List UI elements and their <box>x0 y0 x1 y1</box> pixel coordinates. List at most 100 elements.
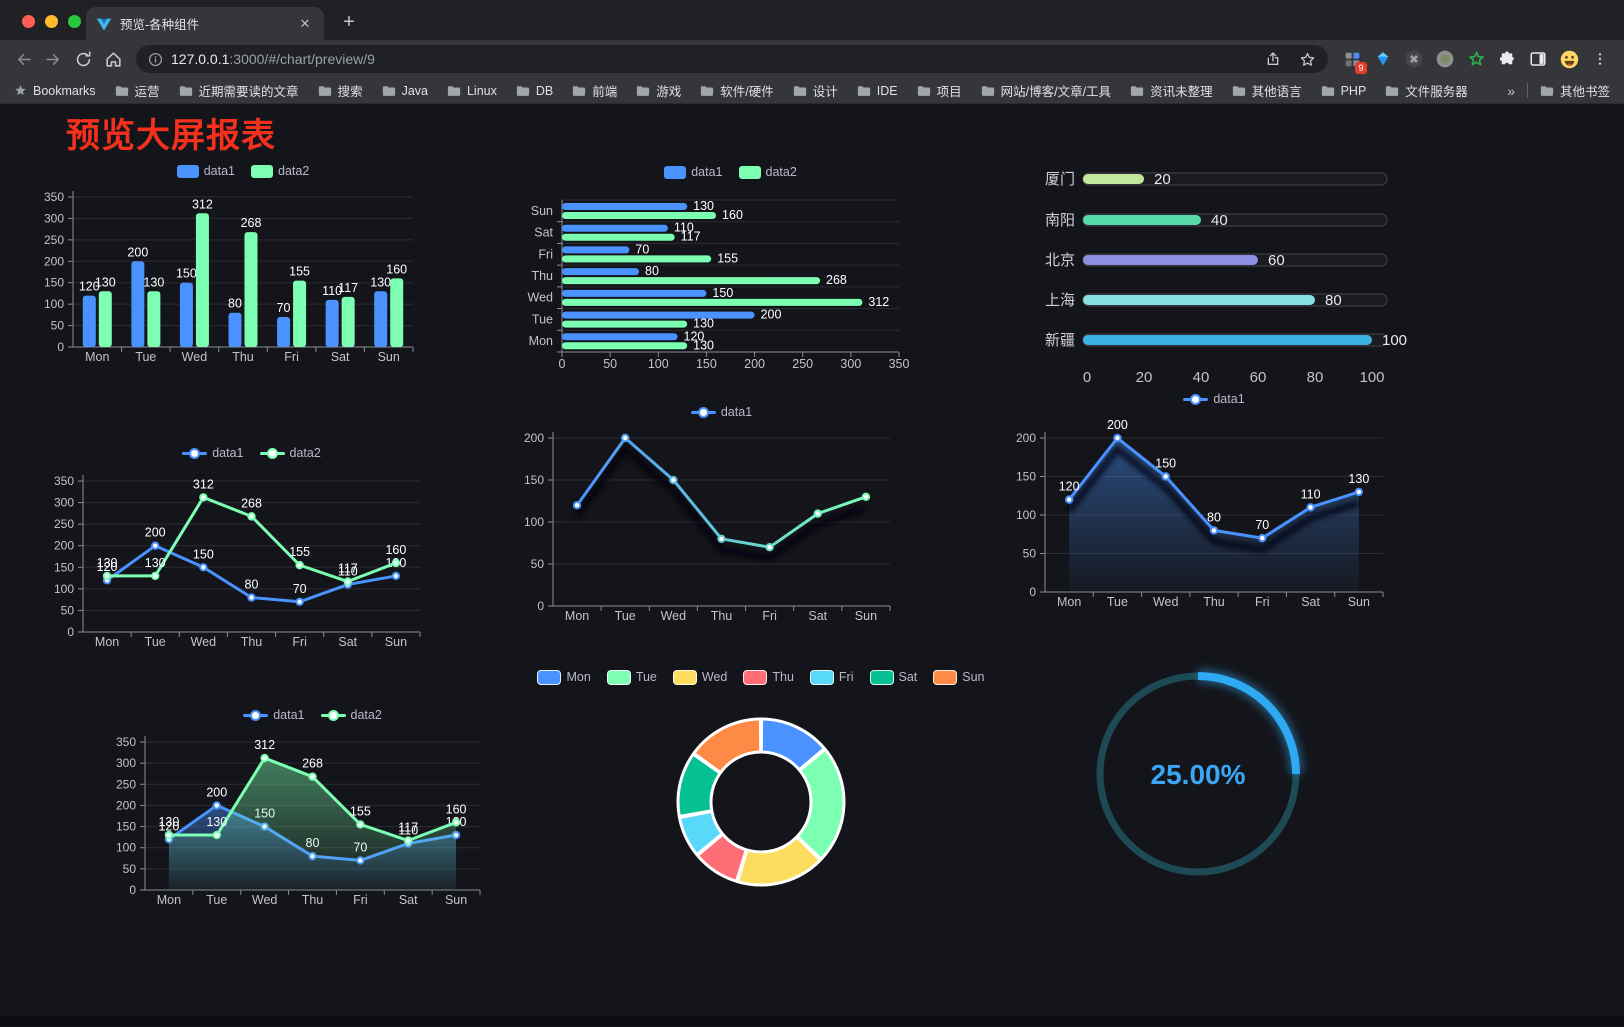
back-button[interactable] <box>8 44 38 74</box>
hbar-data1-Sun[interactable] <box>562 203 688 210</box>
bookmark-star-icon[interactable] <box>1299 51 1316 68</box>
bar-data1-Thu[interactable] <box>228 312 242 347</box>
legend-item-Tue[interactable]: Tue <box>606 669 657 685</box>
bookmark-folder-item[interactable]: PHP <box>1321 84 1366 98</box>
legend-item-data2[interactable]: data2 <box>320 708 382 722</box>
progress-bar-南阳[interactable] <box>1083 215 1201 225</box>
recorder-extension-icon[interactable] <box>1433 47 1457 71</box>
emoji-profile-avatar[interactable] <box>1557 47 1581 71</box>
pie-slice-Sun[interactable] <box>692 717 763 775</box>
bookmark-folder-item[interactable]: Linux <box>447 84 497 98</box>
data-point[interactable] <box>1161 472 1170 481</box>
data-point[interactable] <box>102 571 112 581</box>
address-bar[interactable]: 127.0.0.1:3000/#/chart/preview/9 <box>136 45 1328 73</box>
data-point[interactable] <box>295 560 304 570</box>
data-point[interactable] <box>621 433 630 443</box>
data-point[interactable] <box>1209 526 1219 535</box>
progress-bar-北京[interactable] <box>1083 255 1258 265</box>
bar-data2-Sat[interactable] <box>341 296 355 347</box>
site-info-icon[interactable] <box>148 52 163 67</box>
bar-data1-Tue[interactable] <box>131 261 145 347</box>
legend-item-data2[interactable]: data2 <box>738 165 797 179</box>
tab-close-icon[interactable]: ✕ <box>299 15 311 31</box>
bar-data1-Sun[interactable] <box>374 291 388 347</box>
bookmark-folder-item[interactable]: 其他语言 <box>1232 81 1302 100</box>
progress-bar-新疆[interactable] <box>1083 335 1372 345</box>
hbar-data1-Thu[interactable] <box>562 268 640 276</box>
bookmark-folder-item[interactable]: 项目 <box>917 81 962 100</box>
bookmark-folder-item[interactable]: 游戏 <box>636 81 681 100</box>
legend-item-data1[interactable]: data1 <box>690 405 752 419</box>
data-point[interactable] <box>572 501 582 510</box>
bookmarks-star-item[interactable]: Bookmarks <box>14 84 96 98</box>
bar-data2-Mon[interactable] <box>98 291 112 347</box>
data-point[interactable] <box>1306 503 1315 512</box>
bar-data2-Wed[interactable] <box>195 213 209 347</box>
bookmark-folder-item[interactable]: 设计 <box>793 81 838 100</box>
hbar-data2-Sun[interactable] <box>562 212 717 219</box>
data-point[interactable] <box>151 541 160 550</box>
data-point[interactable] <box>247 593 256 602</box>
bar-data1-Mon[interactable] <box>82 295 96 347</box>
puzzle-extensions-icon[interactable] <box>1495 47 1519 71</box>
minimize-window-button[interactable] <box>45 15 58 28</box>
data-point[interactable] <box>1064 495 1074 504</box>
hbar-data1-Sat[interactable] <box>562 224 668 232</box>
bookmark-folder-item[interactable]: Java <box>382 84 428 98</box>
legend-item-data1[interactable]: data1 <box>243 708 305 722</box>
data-point[interactable] <box>1258 533 1267 543</box>
data-point[interactable] <box>260 753 269 763</box>
bookmark-folder-item[interactable]: IDE <box>857 84 898 98</box>
side-panel-icon[interactable] <box>1526 47 1550 71</box>
legend-item-Fri[interactable]: Fri <box>809 669 854 685</box>
browser-tab[interactable]: 预览-各种组件 ✕ <box>86 7 324 40</box>
legend-item-Sat[interactable]: Sat <box>869 669 917 685</box>
legend-item-data1[interactable]: data1 <box>664 165 723 179</box>
close-window-button[interactable] <box>22 15 35 28</box>
hbar-data1-Tue[interactable] <box>562 311 755 319</box>
bookmark-folder-item[interactable]: 近期需要读的文章 <box>179 81 299 100</box>
bookmark-folder-item[interactable]: 网站/博客/文章/工具 <box>981 81 1111 100</box>
progress-bar-厦门[interactable] <box>1083 174 1144 184</box>
data-point[interactable] <box>669 475 678 485</box>
bookmark-folder-item[interactable]: 搜索 <box>318 81 363 100</box>
data-point[interactable] <box>212 801 221 810</box>
hbar-data1-Fri[interactable] <box>562 246 630 254</box>
bookmark-folder-item[interactable]: 运营 <box>115 81 160 100</box>
data-point[interactable] <box>199 493 208 502</box>
data-point[interactable] <box>404 836 413 845</box>
data-point[interactable] <box>765 543 774 552</box>
data-point[interactable] <box>247 512 256 521</box>
legend-item-data1[interactable]: data1 <box>176 164 235 178</box>
legend-item-data1[interactable]: data1 <box>1183 392 1245 406</box>
data-point[interactable] <box>151 571 160 581</box>
other-bookmarks-folder[interactable]: 其他书签 <box>1540 81 1610 100</box>
data-point[interactable] <box>164 830 174 840</box>
legend-item-data1[interactable]: data1 <box>182 446 244 460</box>
data-point[interactable] <box>1354 487 1364 497</box>
command-extension-icon[interactable]: ⌘ <box>1402 47 1426 71</box>
hbar-data1-Wed[interactable] <box>562 289 707 297</box>
data-point[interactable] <box>391 558 401 568</box>
data-point[interactable] <box>212 830 221 840</box>
bookmarks-overflow-chevron[interactable]: » <box>1507 82 1515 99</box>
diamond-extension-icon[interactable] <box>1371 47 1395 71</box>
data-point[interactable] <box>343 577 352 586</box>
legend-item-data2[interactable]: data2 <box>259 446 321 460</box>
legend-item-Mon[interactable]: Mon <box>537 669 591 685</box>
bar-data2-Sun[interactable] <box>390 278 404 347</box>
bar-data2-Thu[interactable] <box>244 232 258 347</box>
legend-item-Wed[interactable]: Wed <box>672 669 727 685</box>
legend-item-Sun[interactable]: Sun <box>933 669 985 685</box>
forward-button[interactable] <box>38 44 68 74</box>
bookmark-folder-item[interactable]: 资讯未整理 <box>1130 81 1213 100</box>
new-tab-button[interactable]: + <box>343 11 355 33</box>
green-star-extension-icon[interactable] <box>1464 47 1488 71</box>
tab-manager-extension-icon[interactable]: 9 <box>1340 47 1367 74</box>
bar-data2-Tue[interactable] <box>147 291 161 347</box>
data-point[interactable] <box>861 492 871 502</box>
hbar-data1-Mon[interactable] <box>562 333 678 341</box>
bar-data1-Wed[interactable] <box>179 282 193 347</box>
bookmark-folder-item[interactable]: 前端 <box>572 81 617 100</box>
data-point[interactable] <box>295 597 304 607</box>
